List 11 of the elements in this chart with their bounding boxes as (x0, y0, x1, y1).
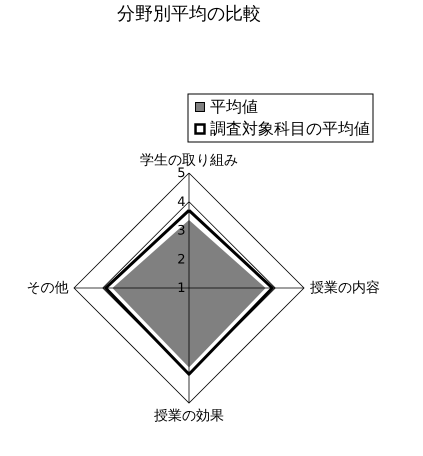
legend-label: 平均値 (210, 97, 258, 116)
spoke-label: 学生の取り組み (140, 152, 238, 168)
spoke-label: 授業の内容 (310, 280, 380, 296)
y-tick-label: 2 (177, 252, 186, 268)
chart-title: 分野別平均の比較 (117, 4, 261, 24)
legend-label: 調査対象科目の平均値 (210, 119, 370, 138)
y-tick-label: 3 (177, 224, 186, 238)
y-tick-label: 5 (177, 166, 186, 181)
spoke-label: 授業の効果 (154, 408, 224, 424)
spoke-label: その他 (26, 280, 68, 296)
y-tick-label: 4 (177, 194, 186, 210)
